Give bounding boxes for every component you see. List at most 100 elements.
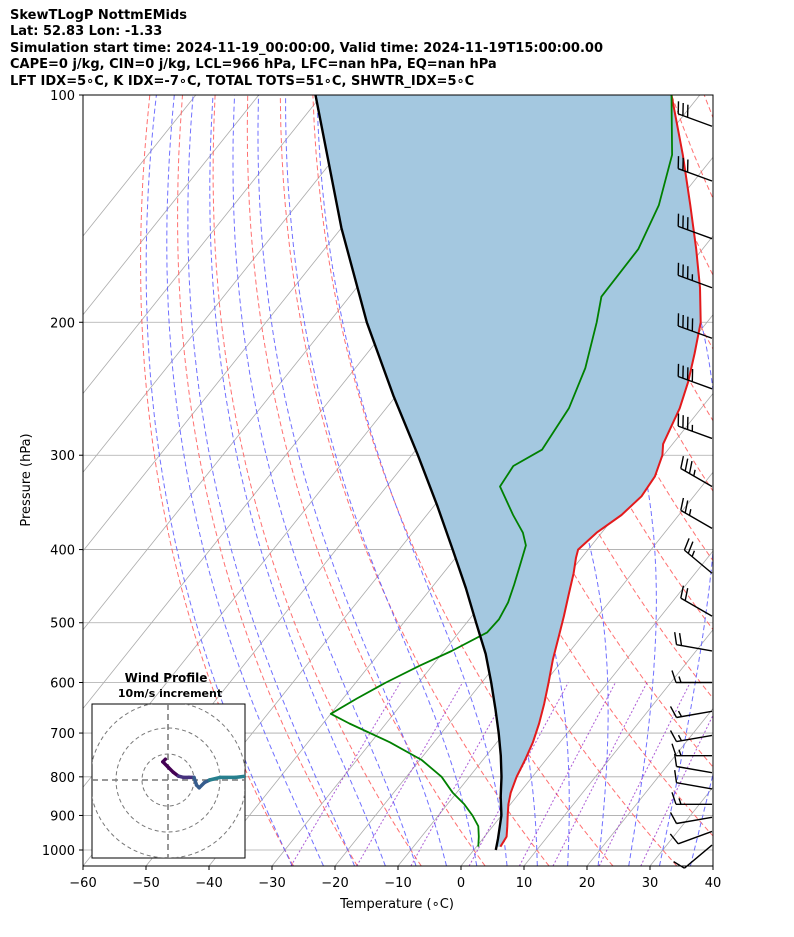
dry-adiabat-line (140, 95, 294, 866)
wind-barbs (669, 101, 713, 869)
isotherm-line (83, 95, 386, 473)
wind-barb (677, 101, 713, 127)
y-tick-label: 1000 (42, 844, 75, 859)
dry-adiabat-line (703, 95, 713, 119)
dry-adiabat-line (177, 95, 358, 866)
dry-adiabat-line (377, 95, 713, 837)
indices-line-2: LFT IDX=5∘C, K IDX=-7∘C, TOTAL TOTS=51∘C… (10, 73, 475, 89)
dry-adiabat-line (769, 95, 794, 866)
y-tick-label: 400 (50, 544, 75, 559)
wind-barb (674, 770, 713, 790)
dry-adiabat-line (212, 95, 422, 866)
temperature-profile-line (499, 95, 702, 848)
x-tick-label: −20 (321, 876, 348, 891)
x-tick-label: 0 (457, 876, 465, 891)
axes: −60 −50 −40 −30 −20 −10 0 10 20 30 40 1000 900 800 700… (42, 89, 721, 891)
wind-barb (669, 830, 713, 845)
dry-adiabat-line (737, 95, 794, 866)
indices-line-1: CAPE=0 j/kg, CIN=0 j/kg, LCL=966 hPa, LF… (10, 57, 497, 73)
wind-barb (677, 363, 713, 390)
inset-title: Wind Profile (125, 671, 208, 685)
wind-barb (677, 156, 713, 182)
y-tick-label: 100 (50, 89, 75, 104)
chart-title: SkewTLogP NottmEMids (10, 8, 188, 23)
moist-adiabat-line (721, 95, 794, 866)
wind-barb (669, 812, 713, 825)
wind-barb (680, 455, 713, 488)
wind-barb (677, 262, 713, 289)
moist-adiabat-line (166, 95, 324, 866)
wind-barb (671, 792, 713, 806)
location-line: Lat: 52.83 Lon: -1.33 (10, 24, 163, 40)
mixing-ratio-line (552, 682, 648, 866)
isotherm-line (523, 629, 713, 866)
y-tick-label: 800 (50, 771, 75, 786)
chart-header: SkewTLogP NottmEMids Lat: 52.83 Lon: -1.… (10, 8, 603, 90)
wind-barb (674, 753, 713, 774)
cape-fill-area (315, 95, 701, 847)
wind-barb (669, 706, 713, 719)
hodograph-inset: Wind Profile 10m/s increment (91, 671, 246, 859)
hodograph-segment (233, 774, 245, 780)
isotherm-line (83, 95, 197, 237)
wind-barb (673, 844, 713, 869)
wind-barb (677, 413, 713, 440)
wind-barb (680, 497, 713, 530)
moist-adiabat-line (316, 95, 508, 866)
x-tick-label: 20 (579, 876, 596, 891)
moist-adiabat-line (187, 95, 356, 866)
isotherm-line (460, 550, 713, 866)
wind-barb (669, 730, 713, 743)
wind-barb (671, 743, 713, 757)
dry-adiabat-line (246, 95, 486, 866)
wind-barb (671, 670, 713, 684)
cape-cin-fill (315, 95, 701, 847)
x-axis-label: Temperature (∘C) (339, 897, 454, 912)
moist-adiabat-line (232, 95, 417, 866)
mixing-ratio-line (598, 682, 691, 866)
x-tick-label: −50 (132, 876, 159, 891)
moist-adiabat-line (631, 95, 713, 866)
mixing-ratio-line (290, 682, 401, 866)
x-tick-label: 10 (516, 876, 533, 891)
wind-barb (677, 213, 713, 240)
wind-barb (680, 585, 713, 617)
profile-lines (314, 95, 702, 851)
moist-adiabat-line (209, 95, 386, 866)
y-tick-label: 200 (50, 316, 75, 331)
y-tick-label: 300 (50, 449, 75, 464)
mixing-ratio-line (518, 682, 616, 866)
mixing-ratio-line (356, 682, 464, 866)
isotherm-line (83, 95, 260, 316)
dry-adiabat-line (279, 95, 550, 866)
isotherm-line (586, 707, 713, 866)
isotherm-line (83, 95, 323, 395)
y-tick-label: 700 (50, 727, 75, 742)
inset-subtitle: 10m/s increment (118, 687, 222, 700)
dry-adiabat-line (573, 95, 713, 422)
hodograph-segment (207, 775, 222, 782)
x-tick-label: −30 (258, 876, 285, 891)
y-axis-label: Pressure (hPa) (19, 433, 34, 526)
mixing-ratio-line (410, 682, 515, 866)
dewpoint-profile-line (329, 95, 673, 847)
wind-barb (683, 538, 713, 574)
x-tick-label: −40 (195, 876, 222, 891)
y-tick-label: 600 (50, 677, 75, 692)
y-tick-label: 900 (50, 809, 75, 824)
moist-adiabat-line (257, 95, 447, 866)
parcel-profile-line (314, 95, 503, 851)
x-tick-label: −10 (384, 876, 411, 891)
dry-adiabat-line (312, 95, 614, 866)
x-tick-label: 30 (642, 876, 659, 891)
y-tick-label: 500 (50, 617, 75, 632)
x-tick-label: 40 (705, 876, 722, 891)
x-tick-label: −60 (69, 876, 96, 891)
wind-barb (677, 313, 713, 339)
wind-barb (674, 632, 713, 652)
time-line: Simulation start time: 2024-11-19_00:00:… (10, 40, 603, 56)
isotherm-line (712, 865, 713, 866)
moist-adiabat-line (145, 95, 293, 866)
mixing-ratio-line (640, 714, 713, 866)
